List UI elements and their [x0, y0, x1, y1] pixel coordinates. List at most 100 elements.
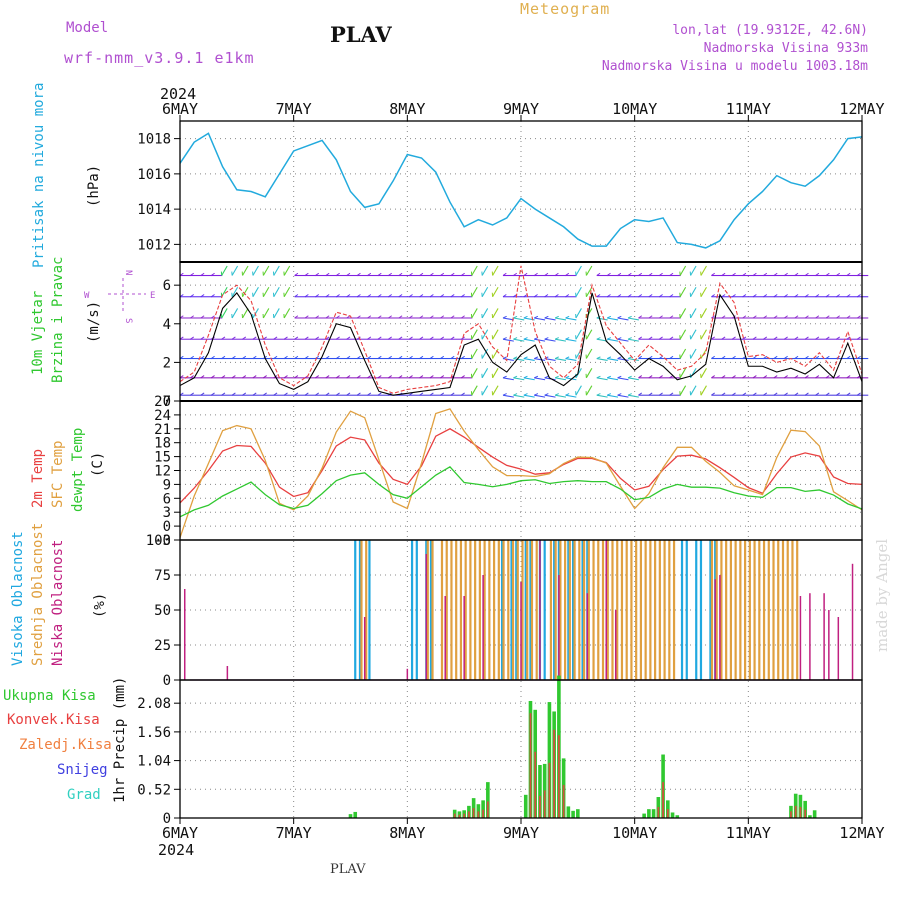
wind-arrow: [585, 348, 593, 359]
model-name: wrf-nmm_v3.9.1 e1km: [64, 49, 255, 67]
wind-arrow-head: [242, 355, 247, 359]
wind-arrow: [585, 286, 593, 298]
wind-arrow: [555, 338, 567, 342]
lonlat-label: lon,lat (19.9312E, 42.6N): [672, 23, 868, 38]
wind-arrow: [700, 385, 707, 396]
wind-arrow-head: [231, 336, 236, 340]
wind-vector-field: [179, 265, 869, 398]
wind-arrow-head: [534, 356, 539, 359]
y-tick-label: 25: [154, 638, 171, 654]
wind-arrow-head: [638, 315, 643, 319]
wind-arrow: [262, 308, 270, 319]
wind-arrow-head: [804, 294, 809, 298]
compass-w: W: [84, 291, 90, 301]
wind-arrow: [565, 394, 577, 398]
wind-arrow: [242, 286, 249, 298]
cloud-ylabel-high: Visoka Oblacnost: [10, 531, 26, 666]
wind-arrow-head: [200, 294, 205, 298]
wind-arrow-head: [429, 355, 434, 359]
wind-arrow-head: [742, 315, 747, 319]
wind-arrow-head: [596, 356, 601, 359]
wind-arrow-head: [596, 337, 601, 340]
wind-arrow-head: [596, 272, 601, 276]
wind-arrow-head: [190, 315, 195, 319]
precip-total-bar: [481, 800, 485, 818]
temp-ylabel-sfc: SFC Temp: [50, 441, 66, 508]
wind-arrow: [575, 286, 582, 298]
wind-arrow-head: [731, 375, 736, 379]
wind-arrow-head: [638, 336, 643, 340]
wind-arrow-head: [617, 356, 622, 359]
wind-arrow: [575, 385, 582, 396]
y-tick-label: 1.56: [137, 725, 171, 741]
wind-arrow: [575, 329, 582, 340]
wind-arrow-head: [711, 315, 715, 319]
wind-arrow-head: [315, 294, 320, 298]
wind-arrow-head: [377, 392, 382, 396]
wind-speed-line: [179, 292, 863, 396]
wind-arrow-head: [565, 356, 570, 359]
wind-arrow-head: [711, 375, 715, 379]
wind-arrow-head: [659, 272, 663, 276]
x-tick-label-bottom: 10MAY: [612, 824, 657, 842]
wind-arrow: [502, 377, 514, 381]
y-tick-label: 21: [154, 422, 171, 438]
wind-arrow: [534, 317, 546, 321]
year-label-bottom: 2024: [158, 841, 194, 859]
wind-arrow: [492, 265, 499, 276]
wind-arrow-head: [336, 375, 340, 379]
wind-arrow-head: [544, 294, 549, 298]
dewpt-line: [179, 465, 863, 518]
wind-arrow-head: [606, 337, 612, 340]
wind-arrow: [679, 308, 687, 319]
wind-arrow-head: [513, 356, 518, 359]
legend-total-rain: Ukupna Kisa: [3, 688, 96, 704]
legend-freezing-rain: Zaledj.Kisa: [19, 737, 112, 753]
wind-arrow-head: [523, 356, 528, 359]
x-tick-label-bottom: 11MAY: [726, 824, 771, 842]
wind-arrow-head: [450, 294, 455, 298]
wind-arrow-head: [367, 375, 372, 379]
wind-arrow: [607, 357, 619, 361]
wind-arrow-head: [388, 375, 392, 379]
precip-total-bar: [471, 798, 476, 818]
wind-arrow-head: [315, 272, 320, 276]
wind-arrow-head: [273, 355, 278, 359]
precip-convective-bar: [468, 811, 470, 818]
wind-arrow-head: [773, 294, 778, 298]
wind-arrow-head: [252, 355, 257, 359]
wind-arrow-head: [565, 315, 570, 319]
wind-arrow-head: [846, 272, 851, 276]
wind-arrow-head: [502, 375, 507, 379]
wind-arrow-head: [221, 355, 226, 359]
wind-gust-line: [179, 265, 863, 394]
y-tick-label: 1016: [137, 167, 171, 183]
wind-arrow-head: [836, 392, 841, 396]
wind-arrow-head: [315, 336, 320, 340]
wind-arrow-head: [210, 272, 215, 276]
x-tick-label-top: 7MAY: [276, 100, 312, 118]
wind-arrow-head: [304, 315, 309, 319]
wind-arrow-head: [398, 294, 403, 298]
wind-arrow-head: [565, 294, 570, 298]
wind-arrow-head: [825, 375, 830, 379]
wind-arrow-head: [721, 315, 726, 319]
wind-arrow: [471, 385, 478, 396]
wind-arrow-head: [627, 337, 632, 340]
wind-arrow-head: [648, 336, 653, 340]
wind-arrow-head: [273, 392, 278, 396]
wind-arrow-head: [554, 393, 559, 396]
wind-arrow-head: [794, 336, 799, 340]
wind-arrow-head: [659, 355, 663, 359]
wind-arrow-head: [648, 272, 653, 276]
wind-arrow-head: [856, 272, 861, 276]
wind-arrow: [565, 357, 577, 361]
y-tick-label: 6: [163, 278, 171, 294]
wind-arrow-head: [450, 392, 455, 396]
wind-arrow: [544, 394, 556, 398]
elevation-label: Nadmorska Visina 933m: [703, 41, 868, 56]
wind-arrow: [492, 329, 499, 340]
wind-arrow-head: [794, 315, 799, 319]
wind-arrow-head: [440, 355, 445, 359]
wind-arrow: [690, 286, 697, 298]
